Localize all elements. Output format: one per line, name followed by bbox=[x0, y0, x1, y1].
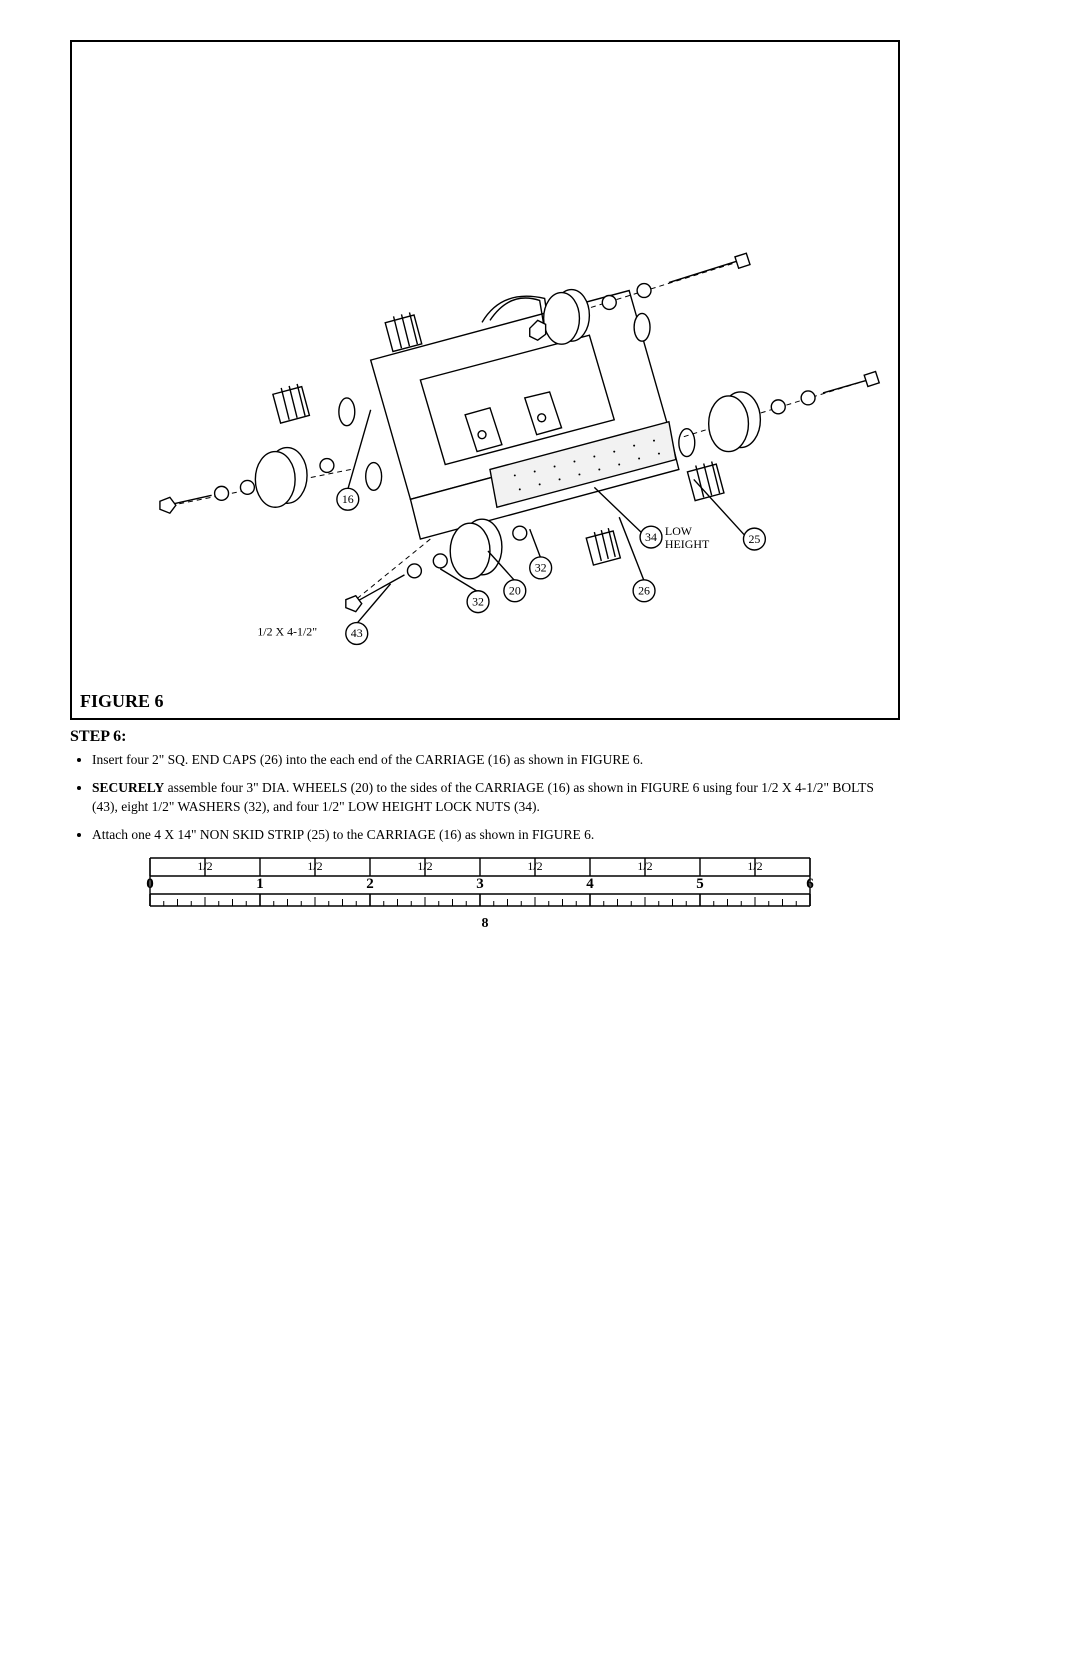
svg-text:5: 5 bbox=[696, 876, 704, 892]
tab-hole-1 bbox=[478, 431, 486, 439]
svg-text:2: 2 bbox=[366, 876, 374, 892]
callout-20: 20 bbox=[509, 583, 521, 597]
figure-6-diagram: 16 34 25 32 20 32 26 43 LOW HEIGHT 1/2 X… bbox=[72, 42, 898, 718]
svg-text:1: 1 bbox=[256, 876, 264, 892]
tube-right-front bbox=[679, 429, 695, 457]
low-height-label-2: HEIGHT bbox=[665, 537, 710, 551]
callout-43: 43 bbox=[351, 626, 363, 640]
callout-25: 25 bbox=[748, 532, 760, 546]
tube-left-front bbox=[366, 463, 382, 491]
page-number: 8 bbox=[70, 916, 900, 932]
callout-32b: 32 bbox=[472, 594, 484, 608]
inch-ruler: 01/211/221/231/241/251/26 bbox=[130, 854, 830, 914]
figure-caption: FIGURE 6 bbox=[80, 691, 164, 712]
figure-6-box: 16 34 25 32 20 32 26 43 LOW HEIGHT 1/2 X… bbox=[70, 40, 900, 720]
wheel-assy-right bbox=[684, 371, 879, 451]
step-6-list: Insert four 2" SQ. END CAPS (26) into th… bbox=[70, 750, 900, 844]
svg-text:6: 6 bbox=[806, 876, 814, 892]
step-6-title: STEP 6: bbox=[70, 728, 900, 746]
callout-32a: 32 bbox=[535, 561, 547, 575]
callout-16: 16 bbox=[342, 492, 354, 506]
step-6-block: STEP 6: Insert four 2" SQ. END CAPS (26)… bbox=[70, 728, 900, 844]
step-6-bullet-3: Attach one 4 X 14" NON SKID STRIP (25) t… bbox=[92, 825, 900, 845]
svg-text:3: 3 bbox=[476, 876, 484, 892]
wheel-assy-left bbox=[160, 448, 351, 514]
tube-left-rear bbox=[339, 398, 355, 426]
callout-34: 34 bbox=[645, 530, 657, 544]
bolt-dimension-label: 1/2 X 4-1/2" bbox=[257, 624, 317, 638]
callout-26: 26 bbox=[638, 583, 650, 597]
svg-text:0: 0 bbox=[146, 876, 154, 892]
callouts: 16 34 25 32 20 32 26 43 bbox=[337, 488, 765, 644]
tube-right-rear bbox=[634, 313, 650, 341]
page-container: 16 34 25 32 20 32 26 43 LOW HEIGHT 1/2 X… bbox=[0, 0, 1080, 1671]
svg-text:4: 4 bbox=[586, 876, 594, 892]
step-6-bullet-2: SECURELY assemble four 3" DIA. WHEELS (2… bbox=[92, 778, 900, 817]
tab-hole-2 bbox=[538, 414, 546, 422]
step-6-bullet-1: Insert four 2" SQ. END CAPS (26) into th… bbox=[92, 750, 900, 770]
low-height-label-1: LOW bbox=[665, 524, 693, 538]
